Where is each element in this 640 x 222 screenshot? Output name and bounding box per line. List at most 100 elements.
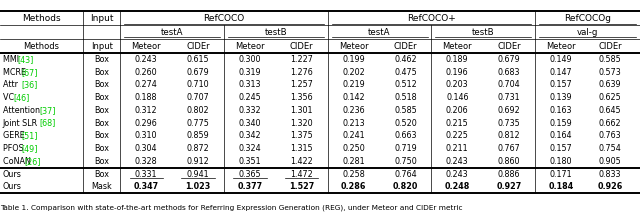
Text: Meteor: Meteor [442, 42, 472, 51]
Text: Box: Box [94, 93, 109, 102]
Text: 0.245: 0.245 [239, 93, 261, 102]
Text: 1.315: 1.315 [291, 144, 313, 153]
Text: [26]: [26] [25, 157, 42, 166]
Text: 0.802: 0.802 [187, 106, 209, 115]
Text: testB: testB [264, 28, 287, 37]
Text: 0.860: 0.860 [498, 157, 520, 166]
Text: CIDEr: CIDEr [598, 42, 622, 51]
Text: 0.260: 0.260 [135, 68, 157, 77]
Text: 0.707: 0.707 [187, 93, 209, 102]
Text: 0.313: 0.313 [239, 80, 261, 89]
Text: 0.274: 0.274 [135, 80, 157, 89]
Text: 1.356: 1.356 [291, 93, 313, 102]
Text: Meteor: Meteor [546, 42, 576, 51]
Text: [49]: [49] [21, 144, 38, 153]
Text: PFOS: PFOS [3, 144, 26, 153]
Text: 0.243: 0.243 [446, 170, 468, 178]
Text: val-g: val-g [577, 28, 598, 37]
Text: 0.512: 0.512 [394, 80, 417, 89]
Text: 0.332: 0.332 [239, 106, 261, 115]
Text: 0.340: 0.340 [239, 119, 261, 128]
Text: MMI: MMI [3, 55, 21, 64]
Text: 0.225: 0.225 [446, 131, 468, 140]
Text: [36]: [36] [21, 80, 38, 89]
Text: [67]: [67] [21, 68, 38, 77]
Text: 0.351: 0.351 [239, 157, 261, 166]
Text: RefCOCO+: RefCOCO+ [407, 14, 456, 23]
Text: 0.639: 0.639 [599, 80, 621, 89]
Text: testA: testA [161, 28, 184, 37]
Text: Ours: Ours [3, 182, 21, 191]
Text: 0.886: 0.886 [498, 170, 520, 178]
Text: 0.243: 0.243 [446, 157, 468, 166]
Text: VC: VC [3, 93, 16, 102]
Text: Table 1. Comparison with state-of-the-art methods for Referring Expression Gener: Table 1. Comparison with state-of-the-ar… [0, 204, 463, 211]
Text: Meteor: Meteor [339, 42, 369, 51]
Text: CIDEr: CIDEr [394, 42, 417, 51]
Text: 0.188: 0.188 [135, 93, 157, 102]
Text: 0.241: 0.241 [342, 131, 365, 140]
Text: 0.331: 0.331 [135, 170, 157, 178]
Text: 0.206: 0.206 [446, 106, 468, 115]
Text: 0.211: 0.211 [446, 144, 468, 153]
Text: 1.276: 1.276 [291, 68, 313, 77]
Text: 0.704: 0.704 [498, 80, 520, 89]
Text: 0.157: 0.157 [550, 80, 572, 89]
Text: 0.585: 0.585 [599, 55, 621, 64]
Text: 0.645: 0.645 [599, 106, 621, 115]
Text: Attr: Attr [3, 80, 20, 89]
Text: 0.300: 0.300 [239, 55, 261, 64]
Text: 1.257: 1.257 [291, 80, 313, 89]
Text: 0.763: 0.763 [599, 131, 621, 140]
Text: Input: Input [90, 14, 113, 23]
Text: 0.159: 0.159 [550, 119, 572, 128]
Text: MCRE: MCRE [3, 68, 28, 77]
Text: 0.196: 0.196 [446, 68, 468, 77]
Text: CIDEr: CIDEr [186, 42, 210, 51]
Text: Input: Input [91, 42, 113, 51]
Text: 0.180: 0.180 [550, 157, 572, 166]
Text: 0.767: 0.767 [498, 144, 520, 153]
Text: 0.248: 0.248 [445, 182, 470, 191]
Text: Ours: Ours [3, 170, 21, 178]
Text: Box: Box [94, 170, 109, 178]
Text: Box: Box [94, 131, 109, 140]
Text: 0.731: 0.731 [498, 93, 520, 102]
Text: 0.833: 0.833 [599, 170, 621, 178]
Text: 1.227: 1.227 [291, 55, 313, 64]
Text: 0.683: 0.683 [498, 68, 520, 77]
Text: 0.203: 0.203 [446, 80, 468, 89]
Text: 0.146: 0.146 [446, 93, 468, 102]
Text: Attention: Attention [3, 106, 42, 115]
Text: 0.319: 0.319 [239, 68, 261, 77]
Text: 0.625: 0.625 [599, 93, 621, 102]
Text: 0.859: 0.859 [187, 131, 209, 140]
Text: Meteor: Meteor [131, 42, 161, 51]
Text: Box: Box [94, 106, 109, 115]
Text: 0.171: 0.171 [550, 170, 572, 178]
Text: 0.258: 0.258 [342, 170, 365, 178]
Text: 0.719: 0.719 [394, 144, 417, 153]
Text: 0.377: 0.377 [237, 182, 262, 191]
Text: 1.527: 1.527 [289, 182, 314, 191]
Text: 0.941: 0.941 [187, 170, 209, 178]
Text: 0.213: 0.213 [342, 119, 365, 128]
Text: 0.775: 0.775 [187, 119, 209, 128]
Text: 0.296: 0.296 [135, 119, 157, 128]
Text: Box: Box [94, 119, 109, 128]
Text: 1.320: 1.320 [291, 119, 313, 128]
Text: Mask: Mask [92, 182, 112, 191]
Text: 0.872: 0.872 [187, 144, 209, 153]
Text: CoNAN: CoNAN [3, 157, 33, 166]
Text: 0.202: 0.202 [342, 68, 365, 77]
Text: [51]: [51] [21, 131, 38, 140]
Text: 0.243: 0.243 [135, 55, 157, 64]
Text: Box: Box [94, 157, 109, 166]
Text: testB: testB [472, 28, 495, 37]
Text: 0.163: 0.163 [550, 106, 572, 115]
Text: CIDEr: CIDEr [290, 42, 314, 51]
Text: [46]: [46] [13, 93, 30, 102]
Text: 0.281: 0.281 [342, 157, 365, 166]
Text: 0.157: 0.157 [550, 144, 572, 153]
Text: 0.585: 0.585 [394, 106, 417, 115]
